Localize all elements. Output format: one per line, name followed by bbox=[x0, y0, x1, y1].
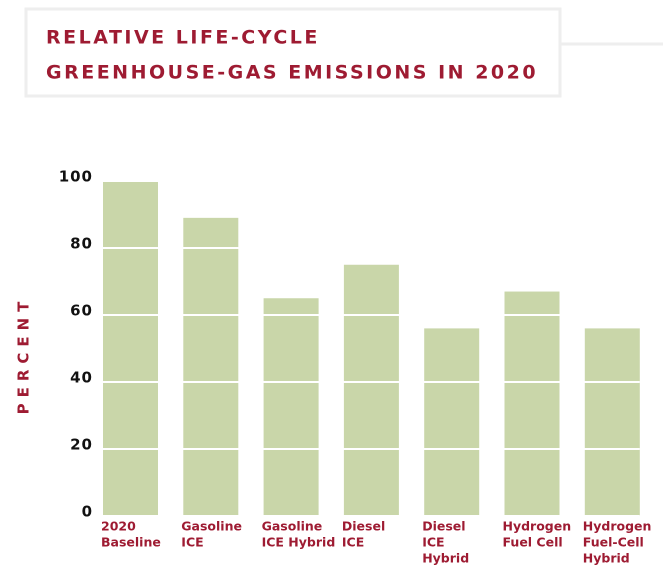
y-tick-label: 40 bbox=[70, 369, 93, 387]
y-tick-label: 100 bbox=[59, 168, 93, 186]
x-tick-label: Gasoline bbox=[262, 519, 323, 534]
x-tick-label: Hybrid bbox=[422, 551, 469, 566]
bar bbox=[183, 217, 239, 516]
x-tick-label: ICE bbox=[422, 535, 444, 550]
chart-title: RELATIVE LIFE-CYCLE bbox=[46, 27, 320, 49]
x-tick-label: Baseline bbox=[101, 535, 161, 550]
title-box bbox=[24, 7, 562, 98]
y-axis-label: PERCENT bbox=[15, 296, 33, 415]
x-tick-label: ICE Hybrid bbox=[262, 535, 336, 550]
bar bbox=[263, 298, 319, 516]
x-tick-label: Gasoline bbox=[181, 519, 242, 534]
y-tick-label: 80 bbox=[70, 235, 93, 253]
chart-title: GREENHOUSE-GAS EMISSIONS IN 2020 bbox=[46, 62, 538, 84]
y-tick-label: 60 bbox=[70, 302, 93, 320]
x-tick-label: Hydrogen bbox=[583, 519, 652, 534]
x-tick-label: ICE bbox=[181, 535, 203, 550]
x-tick-label: Hybrid bbox=[583, 551, 630, 566]
bar bbox=[504, 291, 560, 516]
bar bbox=[103, 181, 158, 516]
x-tick-label: Diesel bbox=[342, 519, 385, 534]
x-tick-label: Hydrogen bbox=[503, 519, 572, 534]
y-tick-label: 20 bbox=[70, 436, 93, 454]
x-tick-label: ICE bbox=[342, 535, 364, 550]
bar bbox=[584, 328, 640, 516]
bar bbox=[424, 328, 480, 516]
x-tick-label: 2020 bbox=[101, 519, 136, 534]
bar bbox=[343, 264, 399, 516]
x-tick-label: Diesel bbox=[422, 519, 465, 534]
x-tick-label: Fuel Cell bbox=[503, 535, 563, 550]
y-tick-label: 0 bbox=[82, 503, 93, 521]
x-tick-label: Fuel-Cell bbox=[583, 535, 644, 550]
